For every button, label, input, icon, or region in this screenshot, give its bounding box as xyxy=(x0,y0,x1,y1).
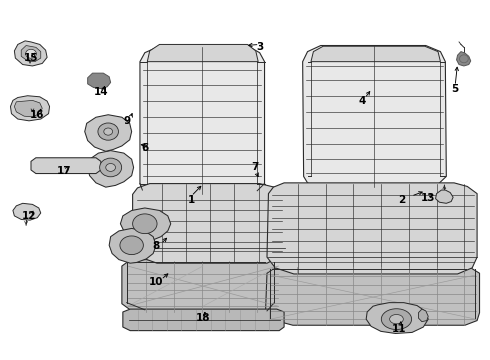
Ellipse shape xyxy=(106,163,116,171)
Text: 13: 13 xyxy=(421,193,436,203)
Text: 12: 12 xyxy=(22,211,36,221)
Polygon shape xyxy=(13,203,41,220)
Polygon shape xyxy=(436,190,453,203)
Polygon shape xyxy=(121,208,171,241)
Ellipse shape xyxy=(381,309,412,329)
Polygon shape xyxy=(457,51,471,66)
Polygon shape xyxy=(14,100,42,117)
Polygon shape xyxy=(266,265,480,325)
Text: 14: 14 xyxy=(94,87,108,97)
Polygon shape xyxy=(133,184,285,263)
Text: 9: 9 xyxy=(123,116,130,126)
Ellipse shape xyxy=(25,49,36,58)
Polygon shape xyxy=(311,46,441,62)
Polygon shape xyxy=(366,303,428,333)
Text: 15: 15 xyxy=(24,53,38,63)
Polygon shape xyxy=(123,309,284,330)
Text: 2: 2 xyxy=(398,195,405,205)
Ellipse shape xyxy=(133,214,157,234)
Polygon shape xyxy=(14,41,47,66)
Text: 5: 5 xyxy=(451,84,459,94)
Ellipse shape xyxy=(104,128,113,135)
Text: 8: 8 xyxy=(152,241,160,251)
Text: 17: 17 xyxy=(57,166,72,176)
Text: 1: 1 xyxy=(188,195,195,205)
Polygon shape xyxy=(303,45,446,188)
Polygon shape xyxy=(31,158,101,174)
Ellipse shape xyxy=(390,315,403,324)
Text: 3: 3 xyxy=(256,42,263,52)
Text: 11: 11 xyxy=(392,324,406,334)
Text: 7: 7 xyxy=(251,162,258,172)
Ellipse shape xyxy=(99,158,122,177)
Polygon shape xyxy=(140,47,265,194)
Polygon shape xyxy=(88,73,111,89)
Polygon shape xyxy=(418,309,428,321)
Text: 10: 10 xyxy=(149,277,163,287)
Polygon shape xyxy=(21,45,41,62)
Text: 6: 6 xyxy=(141,143,148,153)
Polygon shape xyxy=(147,44,258,62)
Polygon shape xyxy=(122,260,283,313)
Ellipse shape xyxy=(120,236,144,255)
Text: 16: 16 xyxy=(30,111,45,121)
Polygon shape xyxy=(267,183,477,274)
Text: 18: 18 xyxy=(196,313,211,323)
Polygon shape xyxy=(85,115,132,151)
Text: 4: 4 xyxy=(359,96,366,106)
Ellipse shape xyxy=(98,123,119,140)
Polygon shape xyxy=(10,96,49,121)
Polygon shape xyxy=(88,150,134,187)
Polygon shape xyxy=(109,228,156,263)
